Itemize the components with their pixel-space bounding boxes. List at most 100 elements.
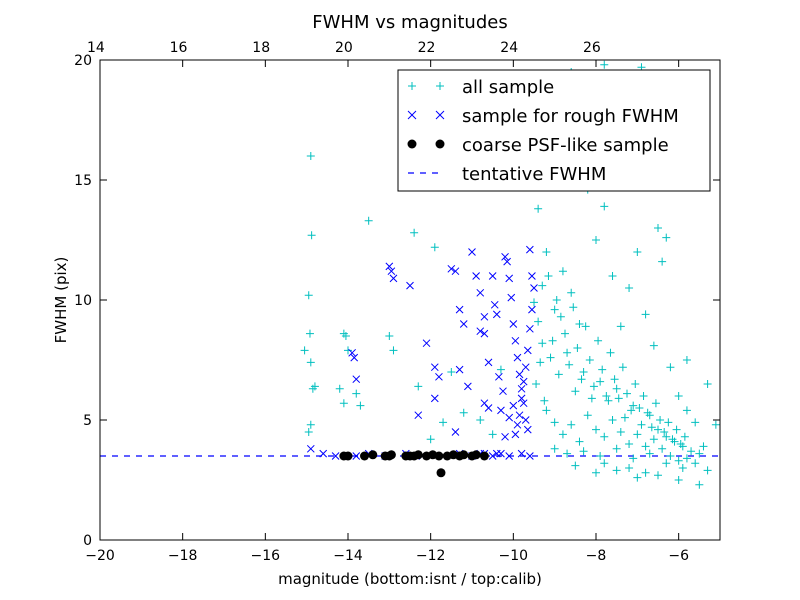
legend-label-all-sample: all sample	[462, 77, 554, 98]
point-all-sample	[339, 399, 348, 408]
point-all-sample	[305, 329, 314, 338]
point-all-sample	[695, 449, 704, 458]
point-all-sample	[637, 420, 646, 429]
point-all-sample	[643, 408, 652, 417]
point-all-sample	[544, 272, 553, 280]
x-tick-label: −20	[85, 548, 115, 564]
point-all-sample	[439, 418, 448, 427]
point-all-sample	[542, 248, 551, 256]
point-all-sample	[658, 444, 667, 453]
point-all-sample	[534, 204, 543, 213]
point-all-sample	[575, 320, 584, 328]
point-all-sample	[567, 420, 576, 429]
x-tick-label: −8	[586, 548, 607, 564]
point-all-sample	[307, 231, 316, 240]
point-rough-fwhm	[430, 394, 439, 403]
point-all-sample	[654, 425, 662, 434]
point-rough-fwhm	[515, 370, 524, 379]
point-all-sample	[631, 380, 640, 388]
point-all-sample	[660, 428, 669, 436]
x-tick-label: −10	[499, 548, 529, 564]
point-all-sample	[641, 442, 650, 451]
point-rough-fwhm	[517, 384, 526, 393]
point-all-sample	[674, 392, 683, 400]
point-all-sample	[430, 243, 439, 252]
point-all-sample	[550, 444, 559, 453]
point-all-sample	[410, 228, 419, 237]
point-all-sample	[594, 336, 603, 345]
point-psf-like	[343, 451, 353, 461]
point-all-sample	[662, 459, 671, 468]
point-all-sample	[654, 471, 662, 480]
point-all-sample	[600, 459, 609, 468]
point-all-sample	[602, 392, 611, 400]
point-all-sample	[668, 435, 677, 444]
point-rough-fwhm	[480, 312, 489, 321]
point-all-sample	[625, 284, 634, 292]
point-rough-fwhm	[455, 305, 464, 314]
point-all-sample	[691, 418, 700, 427]
point-rough-fwhm	[414, 411, 423, 420]
point-psf-like	[459, 450, 469, 460]
point-all-sample	[550, 418, 559, 427]
point-all-sample	[561, 329, 569, 338]
point-all-sample	[633, 248, 642, 256]
point-all-sample	[540, 396, 549, 405]
point-rough-fwhm	[528, 272, 536, 280]
point-all-sample	[629, 454, 638, 463]
point-all-sample	[645, 449, 654, 458]
point-rough-fwhm	[519, 399, 528, 408]
point-rough-fwhm	[435, 372, 443, 381]
point-all-sample	[447, 368, 456, 376]
point-all-sample	[554, 370, 563, 379]
point-all-sample	[571, 461, 580, 470]
point-all-sample	[459, 408, 468, 417]
point-all-sample	[695, 480, 704, 489]
y-tick-label: 0	[83, 533, 92, 549]
point-rough-fwhm	[492, 310, 501, 319]
point-rough-fwhm	[472, 272, 480, 280]
point-all-sample	[682, 406, 691, 415]
x-tick-label: −14	[333, 548, 363, 564]
point-rough-fwhm	[387, 267, 396, 276]
point-all-sample	[662, 432, 671, 441]
point-all-sample	[680, 432, 689, 441]
point-all-sample	[542, 406, 551, 415]
point-rough-fwhm	[451, 428, 460, 436]
point-all-sample	[341, 332, 350, 340]
legend-label-rough-fwhm: sample for rough FWHM	[462, 106, 679, 127]
point-all-sample	[546, 353, 555, 362]
point-all-sample	[606, 348, 615, 357]
point-rough-fwhm	[484, 404, 493, 412]
point-all-sample	[364, 216, 373, 225]
point-psf-like	[368, 450, 378, 460]
point-all-sample	[587, 394, 596, 403]
point-rough-fwhm	[507, 293, 516, 302]
point-rough-fwhm	[352, 375, 361, 384]
point-all-sample	[556, 312, 565, 321]
point-all-sample	[567, 288, 576, 297]
point-rough-fwhm	[480, 329, 489, 338]
point-rough-fwhm	[521, 363, 530, 372]
point-all-sample	[565, 360, 574, 369]
point-all-sample	[662, 233, 671, 242]
y-tick-label: 20	[74, 53, 92, 69]
point-all-sample	[649, 341, 658, 350]
point-all-sample	[618, 363, 627, 372]
point-all-sample	[583, 411, 592, 420]
point-rough-fwhm	[488, 272, 497, 280]
point-rough-fwhm	[406, 281, 414, 290]
point-rough-fwhm	[430, 363, 439, 372]
point-all-sample	[651, 399, 660, 408]
point-all-sample	[344, 346, 352, 355]
point-rough-fwhm	[515, 411, 524, 420]
point-all-sample	[563, 348, 572, 357]
point-all-sample	[682, 356, 691, 364]
point-all-sample	[625, 464, 634, 472]
point-all-sample	[573, 344, 582, 352]
point-all-sample	[699, 442, 708, 451]
point-all-sample	[676, 440, 685, 448]
point-all-sample	[711, 420, 720, 429]
